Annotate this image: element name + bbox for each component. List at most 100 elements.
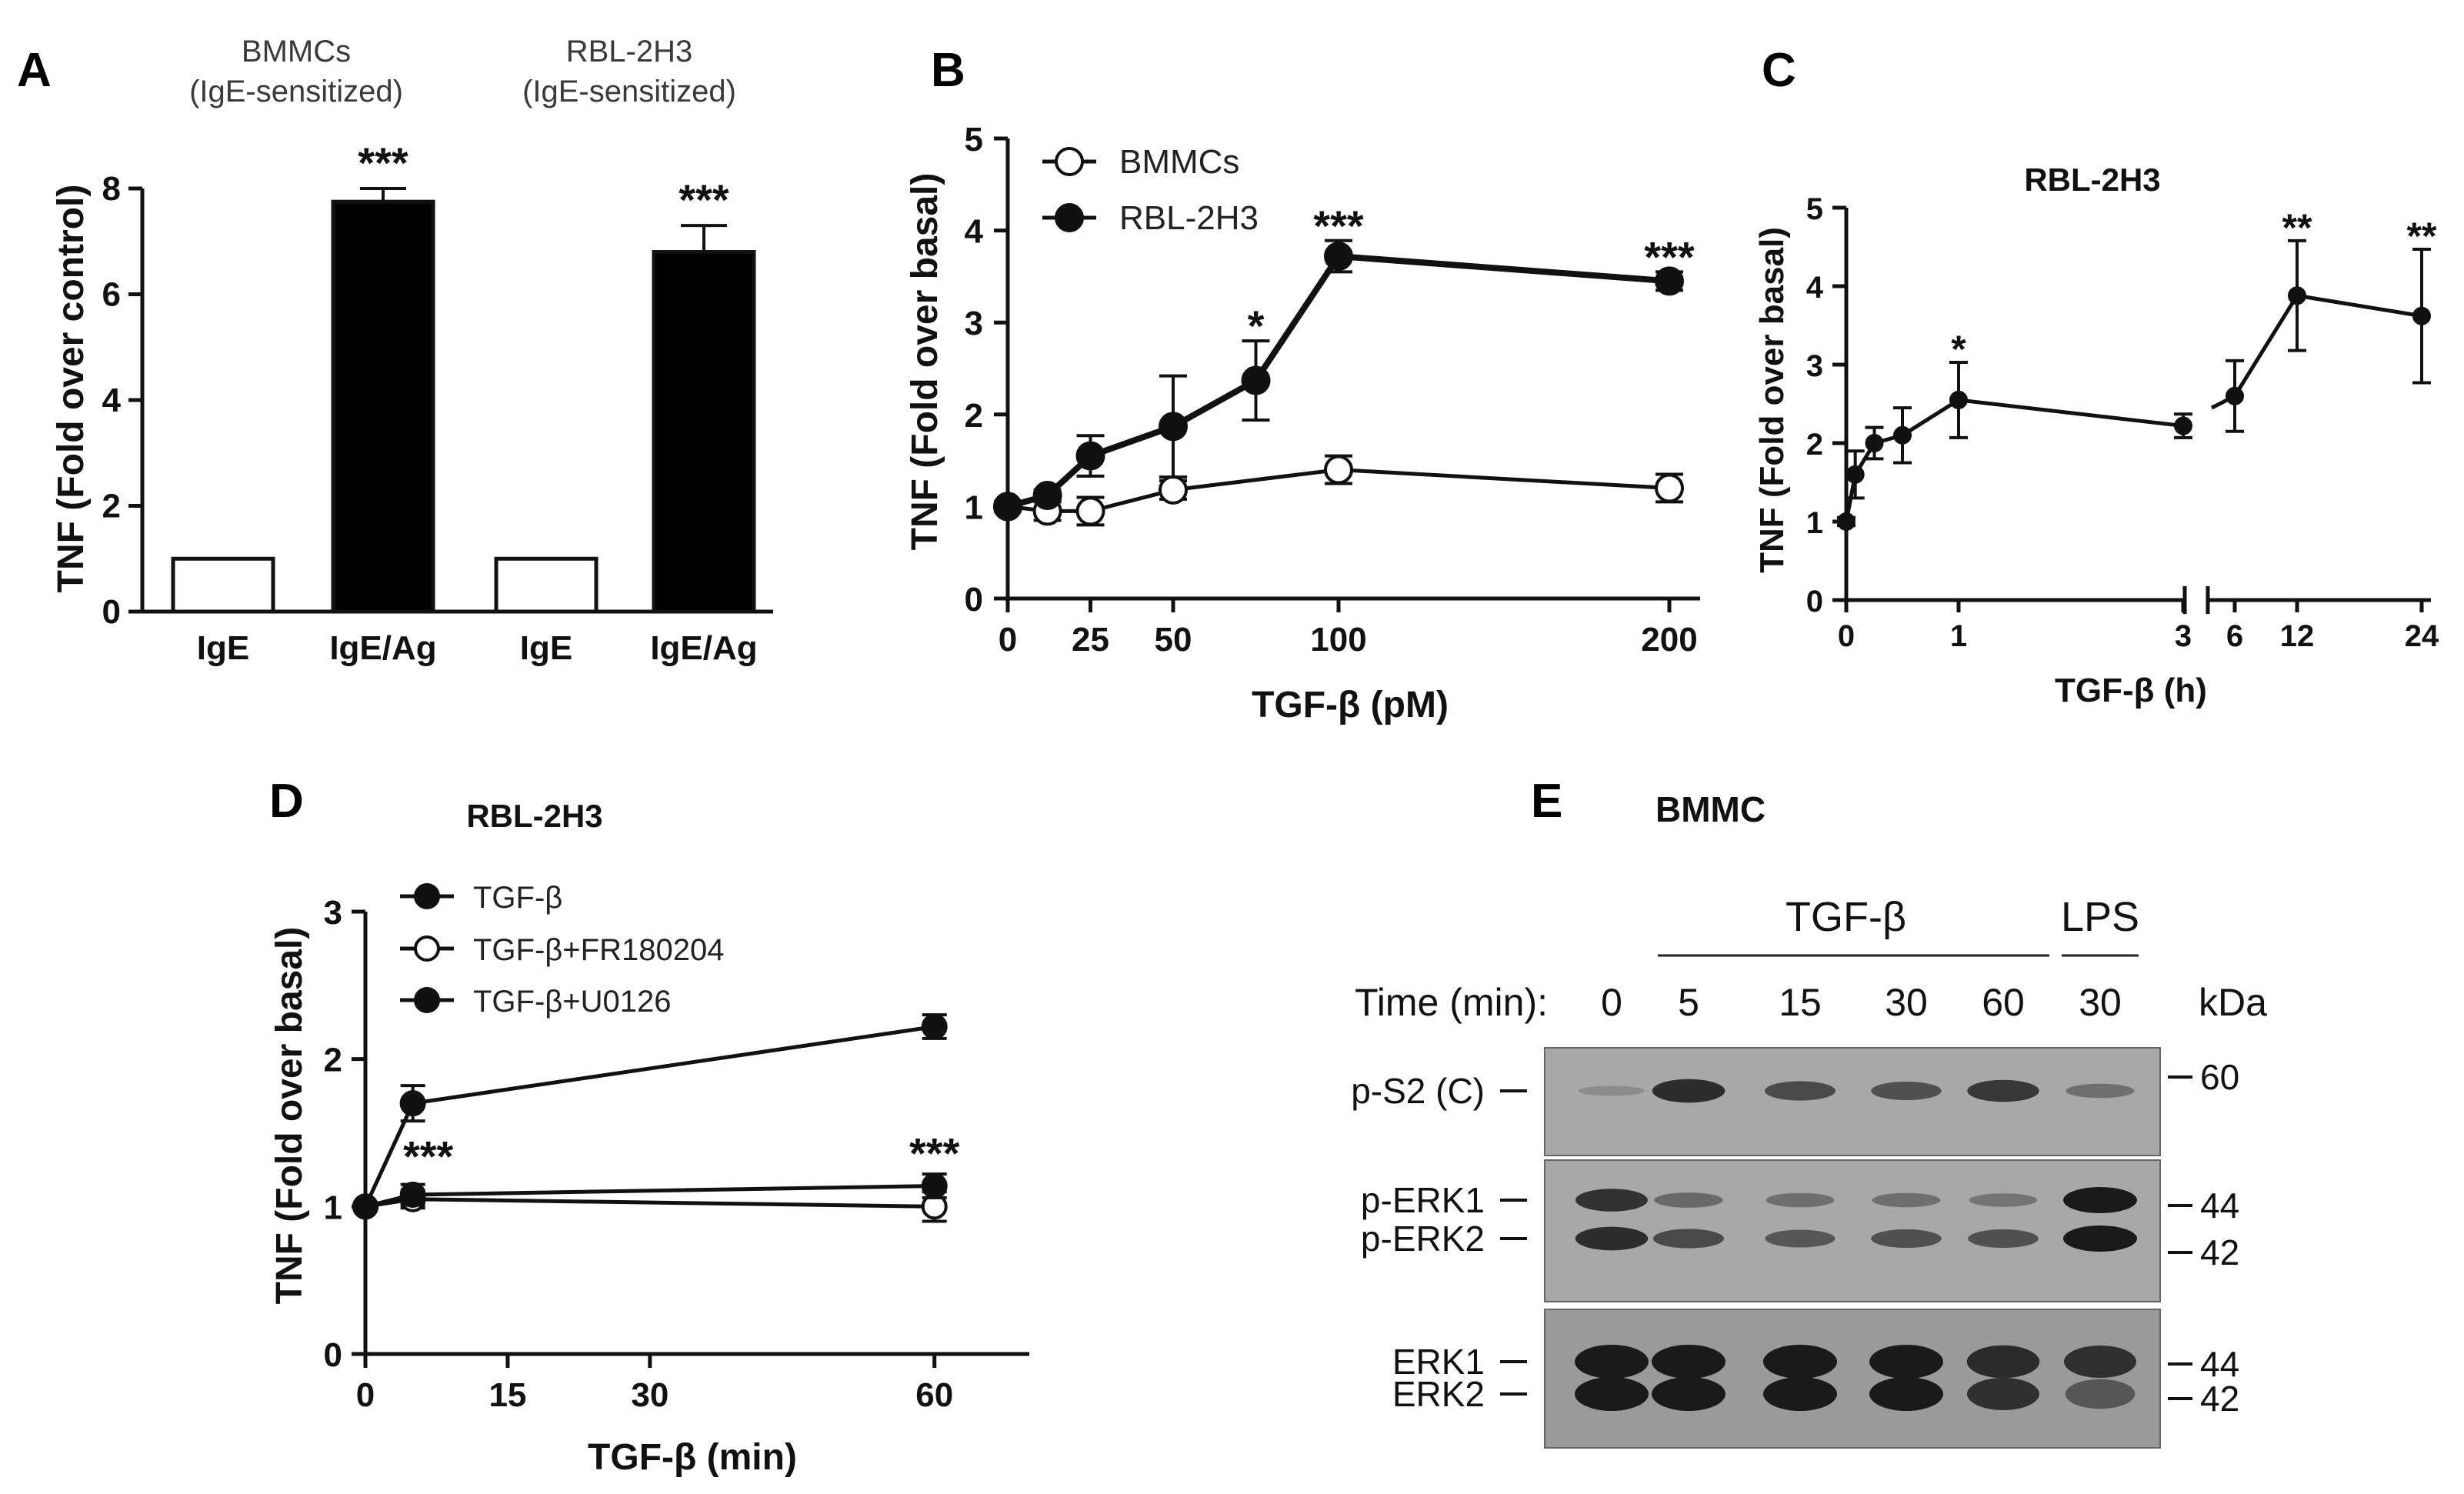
panel-d-x-axis-label: TGF-β (min) bbox=[588, 1437, 797, 1478]
panel-b-significance-2: *** bbox=[1644, 232, 1695, 281]
panel-letter-c: C bbox=[1762, 44, 1796, 97]
panel-b-y-tick-label-5: 5 bbox=[965, 121, 983, 158]
panel-c-series-0-point-4 bbox=[1949, 390, 1968, 409]
panel-e-blot-0-membrane bbox=[1544, 1047, 2161, 1156]
panel-e-blot-2-band-0-lane-4 bbox=[1966, 1345, 2040, 1379]
panel-e-blot-2-band-0-lane-3 bbox=[1869, 1345, 1943, 1379]
panel-e-title: BMMC bbox=[1655, 789, 1765, 829]
panel-e-blot-0-marker-0: 60 bbox=[2200, 1057, 2239, 1097]
panel-e-row-label: Time (min): bbox=[1355, 981, 1548, 1024]
panel-e-blot-1-band-1-lane-2 bbox=[1765, 1229, 1835, 1248]
panel-a-significance-3: *** bbox=[679, 175, 729, 224]
panel-c-break-connector bbox=[2210, 394, 2236, 410]
panel-b-significance-0: * bbox=[1248, 302, 1265, 350]
panel-c-y-axis-label: TNF (Fold over basal) bbox=[1753, 227, 1791, 573]
panel-e-blot-0-band-0-lane-4 bbox=[1967, 1079, 2039, 1102]
panel-a-x-tick-label-2: IgE bbox=[520, 629, 572, 667]
panel-b-x-tick-label-1: 25 bbox=[1072, 621, 1109, 659]
panel-b-series-1-point-6 bbox=[1655, 266, 1684, 296]
panel-e-blot-2-membrane bbox=[1544, 1309, 2161, 1449]
panel-b-series-1-point-5 bbox=[1324, 242, 1353, 272]
panel-b-x-tick-label-2: 50 bbox=[1155, 621, 1192, 659]
panel-e-blot-2-marker-0: 44 bbox=[2200, 1344, 2239, 1384]
panel-c-series-0-point-1 bbox=[1845, 465, 1865, 484]
panel-d-y-tick-label-2: 2 bbox=[324, 1042, 342, 1079]
panel-b-legend-label-0: BMMCs bbox=[1119, 143, 1239, 181]
panel-e-blot-0-band-label-0: p-S2 (C) bbox=[1351, 1071, 1485, 1111]
panel-e-blot-1-band-0-lane-5 bbox=[2063, 1187, 2137, 1213]
panel-a-bar-1 bbox=[331, 199, 435, 614]
panel-d-legend-label-1: TGF-β+FR180204 bbox=[473, 933, 724, 967]
panel-b-x-tick-label-3: 100 bbox=[1310, 621, 1366, 659]
panel-e-blot-0-band-0-lane-2 bbox=[1765, 1081, 1835, 1101]
panel-b-line-chart: TNF (Fold over basal) TGF-β (pM) 0123450… bbox=[905, 121, 1700, 725]
panel-d-x-tick-label-1: 15 bbox=[488, 1376, 526, 1414]
panel-e-blot-0-band-0-lane-3 bbox=[1871, 1081, 1942, 1101]
panel-d-y-axis-label: TNF (Fold over basal) bbox=[269, 927, 310, 1305]
panel-c-significance-0: * bbox=[1951, 328, 1966, 371]
panel-c-y-tick-label-5: 5 bbox=[1806, 192, 1823, 226]
panel-d-title: RBL-2H3 bbox=[466, 798, 602, 834]
panel-c-significance-2: ** bbox=[2407, 215, 2437, 258]
panel-e-blot-1-band-1-lane-0 bbox=[1575, 1226, 1649, 1251]
panel-b-series-0-point-5 bbox=[1655, 473, 1684, 503]
panel-a-bar-0 bbox=[171, 556, 275, 614]
panel-b-legend-marker-0 bbox=[1055, 147, 1084, 176]
panel-d-y-tick-label-0: 0 bbox=[324, 1336, 342, 1374]
panel-d-legend-marker-2 bbox=[414, 987, 440, 1013]
panel-d-series-0-point-2 bbox=[921, 1013, 948, 1040]
panel-a-group-2-line-1: RBL-2H3 bbox=[566, 35, 693, 68]
panel-e-blot-2-band-1-lane-1 bbox=[1652, 1377, 1725, 1411]
panel-b-series-1-point-4 bbox=[1241, 365, 1271, 395]
panel-b-y-tick-label-1: 1 bbox=[965, 489, 983, 526]
panel-d-series-1-line bbox=[365, 1197, 935, 1209]
panel-c-series-0-point-3 bbox=[1893, 425, 1912, 445]
panel-a-x-tick-label-0: IgE bbox=[197, 629, 249, 667]
panel-c-line-chart: RBL-2H3 TNF (Fold over basal) TGF-β (h) … bbox=[1753, 162, 2439, 709]
panel-c-x-tick-label-right-2: 24 bbox=[2405, 619, 2439, 653]
panel-d-y-tick-label-1: 1 bbox=[324, 1189, 342, 1226]
panel-c-y-tick-label-4: 4 bbox=[1806, 271, 1824, 305]
panel-b-significance-1: *** bbox=[1313, 202, 1364, 250]
panel-e-blot-1-band-label-1: p-ERK2 bbox=[1361, 1219, 1485, 1259]
panel-b-series-0-point-2 bbox=[1075, 496, 1105, 526]
panel-b-series-0-point-4 bbox=[1324, 455, 1353, 485]
panel-b-x-tick-label-0: 0 bbox=[999, 621, 1017, 659]
panel-e-blot-1-band-0-lane-3 bbox=[1872, 1192, 1941, 1208]
panel-c-y-tick-label-0: 0 bbox=[1806, 585, 1823, 619]
panel-d-series-2-point-1 bbox=[399, 1182, 426, 1208]
panel-b-y-axis-label: TNF (Fold over basal) bbox=[905, 173, 945, 551]
panel-e-western-blot: BMMC Time (min): kDa TGF-β LPS 0 5 15 30 60 30 p… bbox=[1351, 789, 2267, 1449]
panel-c-series-1-line bbox=[2232, 293, 2422, 398]
panel-e-group-label-0: TGF-β bbox=[1785, 894, 1906, 940]
panel-b-x-axis-label: TGF-β (pM) bbox=[1252, 685, 1449, 725]
panel-c-series-0-point-0 bbox=[1837, 512, 1856, 531]
panel-a-group-2-line-2: (IgE-sensitized) bbox=[522, 75, 736, 108]
panel-e-blot-2-band-1-lane-5 bbox=[2065, 1379, 2136, 1409]
panel-letter-d: D bbox=[269, 775, 304, 828]
panel-e-blot-2-band-0-lane-2 bbox=[1763, 1345, 1837, 1379]
panel-b-series-1-point-0 bbox=[993, 492, 1022, 522]
panel-e-blot-0-band-0-lane-1 bbox=[1652, 1079, 1725, 1103]
panel-e-blot-2-band-1-lane-3 bbox=[1869, 1377, 1943, 1411]
panel-b-legend-label-1: RBL-2H3 bbox=[1119, 199, 1259, 237]
panel-e-blot-1-membrane bbox=[1544, 1159, 2161, 1302]
panel-e-lane-label-3: 30 bbox=[1885, 981, 1928, 1024]
panel-e-blot-1-marker-0: 44 bbox=[2200, 1186, 2239, 1226]
panel-e-group-label-1: LPS bbox=[2061, 894, 2139, 940]
panel-c-x-tick-label-left-2: 3 bbox=[2175, 619, 2192, 653]
panel-b-y-tick-label-4: 4 bbox=[965, 213, 984, 251]
panel-e-blot-0-band-0-lane-0 bbox=[1578, 1085, 1645, 1096]
panel-c-series-0-point-5 bbox=[2174, 416, 2192, 435]
panel-a-x-tick-label-1: IgE/Ag bbox=[329, 629, 436, 667]
panel-e-blot-1-band-0-lane-4 bbox=[1969, 1193, 2038, 1207]
panel-e-blot-1-band-0-lane-1 bbox=[1654, 1192, 1723, 1208]
panel-d-series-0-point-1 bbox=[399, 1090, 426, 1117]
panel-c-series-0-point-2 bbox=[1865, 434, 1884, 452]
panel-e-blot-2-band-0-lane-1 bbox=[1652, 1345, 1725, 1379]
panel-d-legend-marker-0 bbox=[414, 883, 440, 909]
panel-d-legend-label-0: TGF-β bbox=[473, 881, 562, 915]
panel-e-blot-2-band-0-lane-5 bbox=[2064, 1346, 2136, 1378]
panel-a-y-tick-label-4: 8 bbox=[102, 170, 121, 208]
